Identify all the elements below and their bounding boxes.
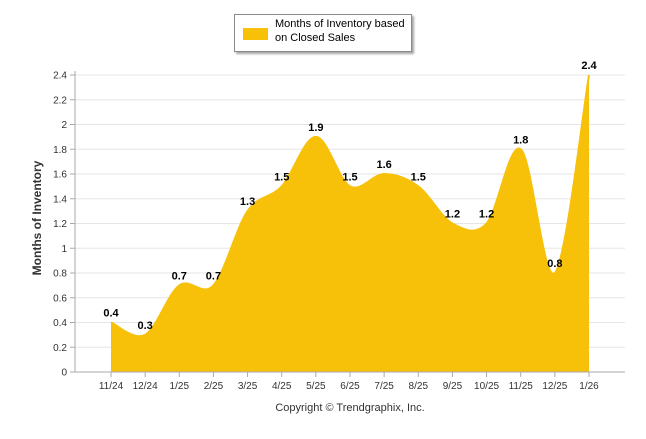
x-tick-label: 2/25	[204, 381, 224, 392]
y-tick-label: 0.8	[53, 269, 67, 280]
data-label: 1.5	[274, 171, 289, 183]
x-tick-label: 11/25	[509, 381, 534, 392]
y-tick-label: 0.4	[53, 318, 67, 329]
y-tick-label: 2	[61, 120, 67, 131]
x-tick-label: 12/25	[542, 381, 567, 392]
data-label: 2.4	[581, 60, 597, 72]
y-tick-labels: 0 0.2 0.4 0.6 0.8 1 1.2 1.4 1.6 1.8 2 2.2 2.4	[53, 71, 67, 379]
y-tick-label: 0	[61, 368, 67, 379]
legend-swatch	[243, 28, 268, 40]
x-tick-labels: 11/24 12/24 1/25 2/25 3/25 4/25 5/25 6/25 7/25 8/…	[99, 381, 599, 392]
y-tick-label: 1	[61, 244, 67, 255]
y-tick-label: 0.6	[53, 293, 67, 304]
legend-label: Months of Inventory based on Closed Sale…	[275, 17, 409, 45]
legend: Months of Inventory based on Closed Sale…	[234, 14, 412, 52]
x-tick-label: 1/26	[579, 381, 599, 392]
data-label: 1.2	[445, 209, 460, 221]
x-tick-label: 8/25	[409, 381, 429, 392]
y-tick-label: 1.2	[53, 219, 67, 230]
y-tick-label: 1.4	[53, 194, 67, 205]
y-tick-label: 2.4	[53, 71, 67, 82]
x-tick-label: 3/25	[238, 381, 258, 392]
data-label: 1.6	[376, 159, 391, 171]
x-tick-label: 5/25	[306, 381, 326, 392]
x-tick-label: 1/25	[170, 381, 190, 392]
y-tick-label: 2.2	[53, 95, 67, 106]
data-label: 0.4	[103, 308, 119, 320]
x-tick-label: 4/25	[272, 381, 292, 392]
data-label: 1.5	[411, 171, 426, 183]
y-tick-label: 1.8	[53, 145, 67, 156]
data-label: 1.8	[513, 134, 528, 146]
data-label: 0.3	[137, 320, 152, 332]
x-tick-label: 11/24	[99, 381, 124, 392]
x-tick-label: 6/25	[340, 381, 360, 392]
data-label: 0.7	[172, 270, 187, 282]
data-label: 0.7	[206, 270, 221, 282]
y-tick-label: 0.2	[53, 343, 67, 354]
x-tick-label: 7/25	[374, 381, 394, 392]
data-label: 1.3	[240, 196, 255, 208]
data-label: 1.9	[308, 122, 323, 134]
y-axis-title: Months of Inventory	[30, 161, 44, 276]
x-tick-label: 12/24	[133, 381, 158, 392]
y-tick-label: 1.6	[53, 170, 67, 181]
data-label: 0.8	[547, 258, 562, 270]
copyright-text: Copyright © Trendgraphix, Inc.	[0, 402, 646, 414]
x-tick-label: 10/25	[474, 381, 499, 392]
x-tick-label: 9/25	[443, 381, 463, 392]
data-label: 1.2	[479, 209, 494, 221]
data-label: 1.5	[342, 171, 357, 183]
